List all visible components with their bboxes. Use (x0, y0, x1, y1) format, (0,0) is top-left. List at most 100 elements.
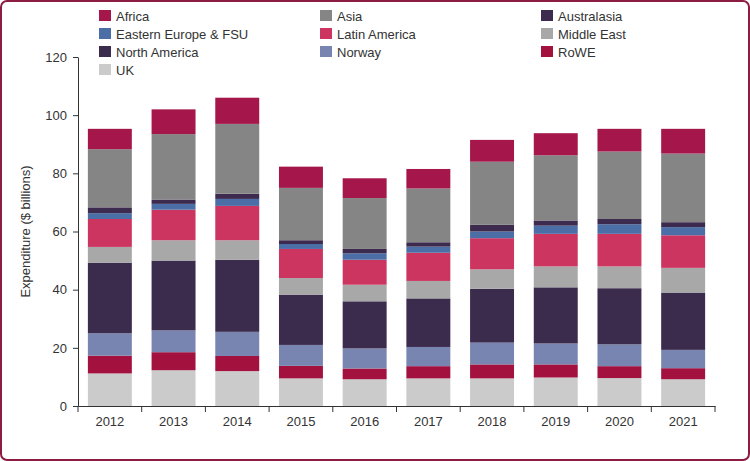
legend-swatch (320, 28, 332, 39)
legend-swatch (99, 64, 111, 75)
bar (406, 347, 450, 366)
x-tick: 2018 (478, 406, 507, 429)
bar (597, 266, 641, 288)
bar (661, 154, 705, 223)
bar (597, 378, 641, 406)
legend-item: North America (99, 45, 199, 60)
bar (470, 225, 514, 232)
bar (88, 149, 132, 207)
bar (661, 350, 705, 368)
y-axis-line (78, 58, 79, 407)
bar (215, 371, 259, 406)
bar (470, 269, 514, 288)
bar (470, 378, 514, 406)
y-axis-title: Expenditure ($ billions) (18, 165, 33, 297)
x-tick-label: 2015 (286, 414, 315, 429)
legend-label: UK (116, 63, 134, 78)
x-tick-label: 2012 (95, 414, 124, 429)
bar (406, 366, 450, 378)
legend-label: North America (116, 45, 199, 60)
bar (215, 124, 259, 194)
x-tick: 2015 (286, 406, 315, 429)
y-tick-label: 120 (45, 50, 67, 65)
bar (279, 345, 323, 366)
bar (88, 356, 132, 374)
bar (88, 373, 132, 406)
legend-label: Asia (337, 9, 363, 24)
x-tick-label: 2017 (414, 414, 443, 429)
y-tick-label: 20 (53, 340, 67, 355)
y-tick: 120 (45, 50, 78, 65)
bar (597, 288, 641, 344)
bar (661, 235, 705, 268)
x-tick-label: 2020 (605, 414, 634, 429)
bar (343, 198, 387, 249)
bar (152, 210, 196, 241)
x-separator (396, 406, 397, 412)
x-tick: 2019 (541, 406, 570, 429)
bar (534, 377, 578, 406)
bar (406, 247, 450, 253)
y-tick-mark (73, 115, 78, 116)
x-separator (78, 406, 79, 412)
bar (152, 109, 196, 134)
bar (597, 152, 641, 219)
bar (88, 263, 132, 333)
y-tick-label: 80 (53, 166, 67, 181)
bar (215, 199, 259, 206)
y-tick-mark (73, 348, 78, 349)
bar (343, 253, 387, 259)
legend-item: UK (99, 63, 134, 78)
bar (279, 167, 323, 188)
bar (152, 204, 196, 210)
bar (343, 301, 387, 348)
x-tick: 2020 (605, 406, 634, 429)
bar (534, 155, 578, 220)
bar (152, 200, 196, 204)
bar (534, 234, 578, 267)
legend-swatch (541, 46, 553, 57)
bar (661, 227, 705, 235)
x-separator (523, 406, 524, 412)
bar (470, 162, 514, 225)
x-tick: 2012 (95, 406, 124, 429)
legend-label: Eastern Europe & FSU (116, 27, 248, 42)
x-separator (651, 406, 652, 412)
y-tick: 20 (53, 340, 78, 355)
legend-item: Norway (320, 45, 382, 60)
bar (534, 287, 578, 343)
bar (215, 260, 259, 332)
bar (597, 129, 641, 152)
bar (406, 188, 450, 242)
legend-swatch (541, 28, 553, 39)
legend-item: Eastern Europe & FSU (99, 27, 248, 42)
bar (152, 261, 196, 331)
bar (534, 266, 578, 287)
bar (279, 249, 323, 278)
x-tick-label: 2018 (478, 414, 507, 429)
legend-swatch (320, 10, 332, 21)
bar (343, 260, 387, 285)
bar (406, 378, 450, 406)
legend-label: Latin America (337, 27, 417, 42)
bar (279, 378, 323, 406)
bar (88, 207, 132, 213)
bar (152, 370, 196, 406)
bar (279, 278, 323, 295)
bar (279, 366, 323, 379)
y-axis: 020406080100120 (45, 50, 78, 414)
bar (661, 379, 705, 406)
bar (88, 219, 132, 247)
bar (597, 344, 641, 366)
chart: 0204060801001202012201320142015201620172… (0, 0, 750, 461)
legend-item: RoWE (541, 45, 596, 60)
bar (406, 298, 450, 347)
bar (597, 224, 641, 234)
bar (661, 293, 705, 350)
x-separator (269, 406, 270, 412)
bar (534, 226, 578, 234)
bar (661, 222, 705, 227)
x-tick: 2021 (669, 406, 698, 429)
bar (406, 281, 450, 298)
y-tick: 80 (53, 166, 78, 181)
